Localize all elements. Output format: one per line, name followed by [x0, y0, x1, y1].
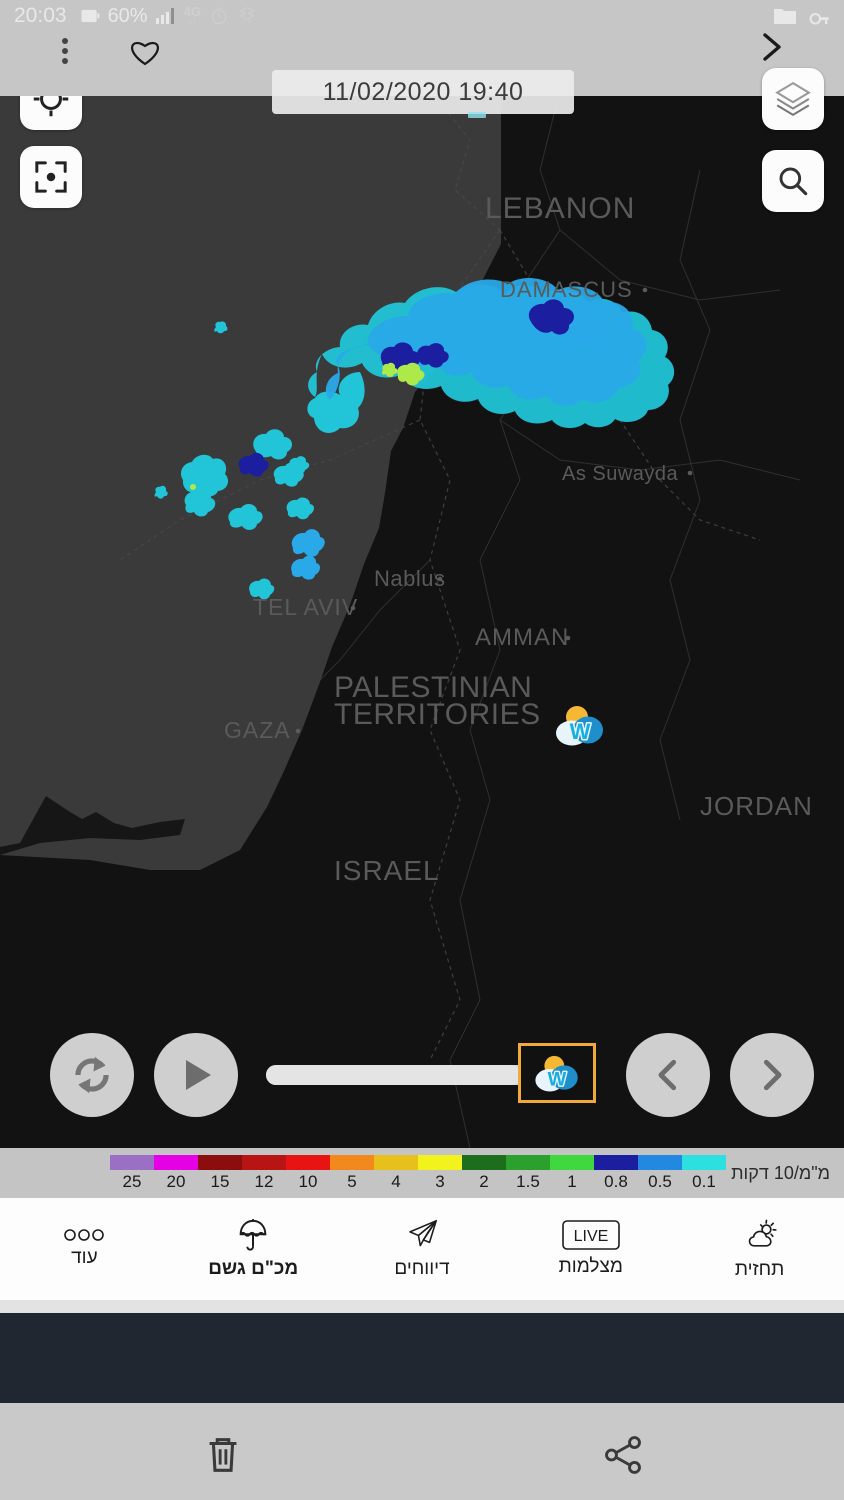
svg-text:TEL AVIV: TEL AVIV: [253, 594, 358, 620]
svg-text:GAZA: GAZA: [224, 717, 291, 743]
svg-text:ISRAEL: ISRAEL: [334, 855, 440, 886]
svg-text:Nablus: Nablus: [374, 566, 445, 591]
svg-text:JORDAN: JORDAN: [700, 791, 813, 821]
svg-text:W: W: [570, 719, 591, 744]
svg-text:LEBANON: LEBANON: [485, 192, 635, 225]
svg-text:As Suwayda: As Suwayda: [562, 463, 679, 485]
svg-text:TERRITORIES: TERRITORIES: [334, 698, 541, 731]
svg-text:W: W: [548, 1069, 567, 1091]
svg-text:DAMASCUS: DAMASCUS: [500, 277, 633, 302]
svg-text:LIVE: LIVE: [573, 1228, 608, 1245]
svg-text:AMMAN: AMMAN: [475, 624, 569, 651]
